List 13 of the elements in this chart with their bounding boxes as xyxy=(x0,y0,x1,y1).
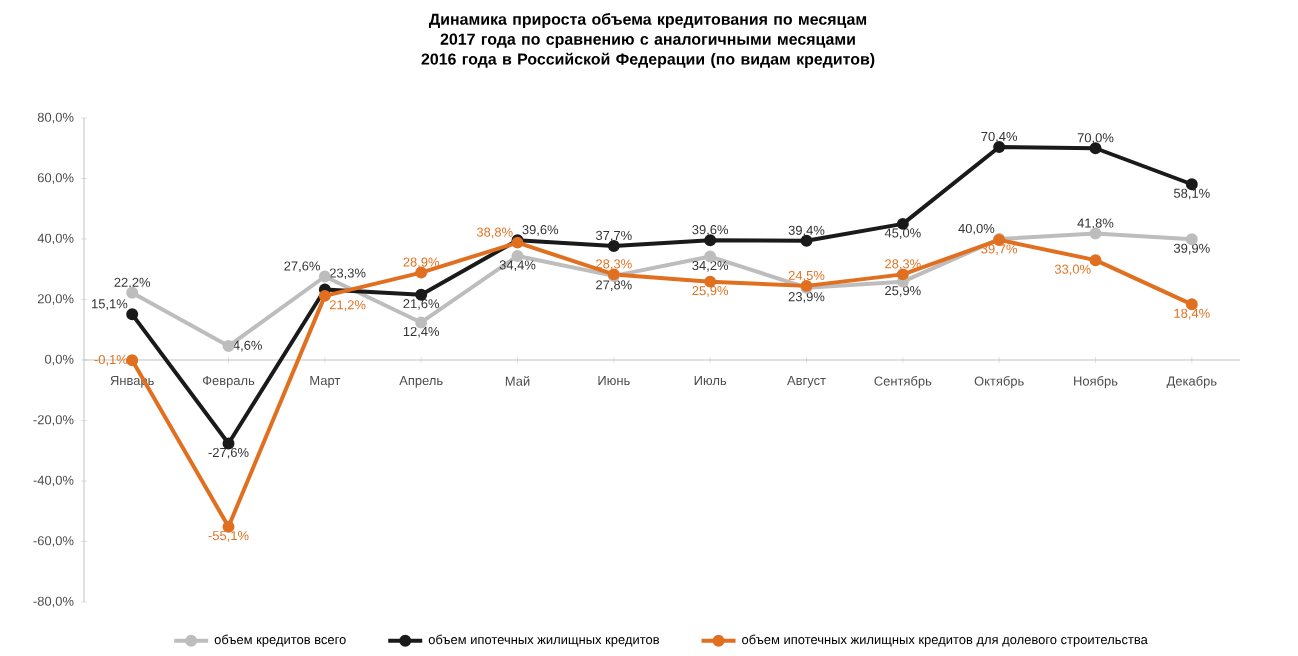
point xyxy=(993,141,1006,154)
point xyxy=(800,235,813,248)
point xyxy=(607,240,620,253)
point xyxy=(415,267,428,280)
point xyxy=(1089,142,1102,155)
point xyxy=(1089,228,1102,241)
point xyxy=(126,308,139,321)
point xyxy=(318,271,331,283)
point xyxy=(222,340,235,353)
point xyxy=(126,287,139,300)
point xyxy=(318,290,331,303)
point xyxy=(1089,254,1102,267)
point xyxy=(126,354,139,367)
